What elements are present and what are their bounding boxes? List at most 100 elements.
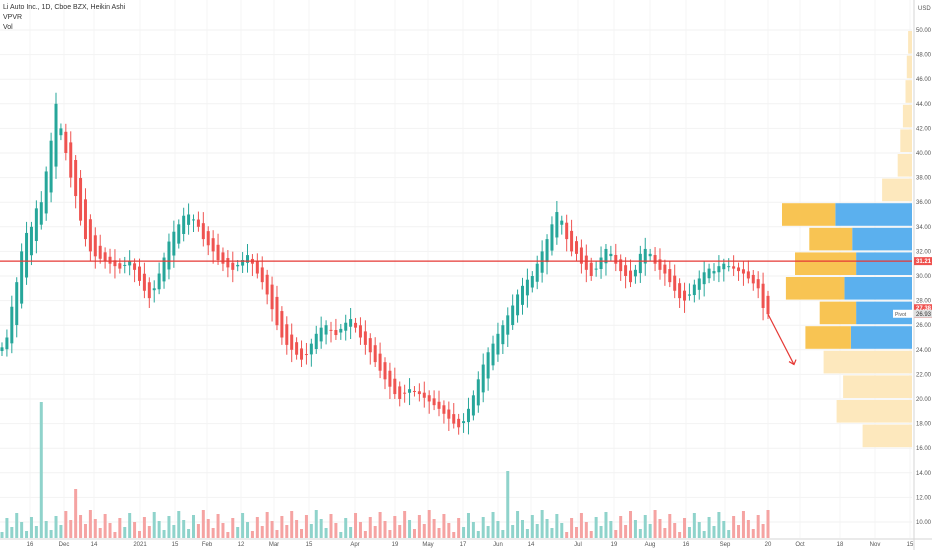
volume-bar [255,517,259,538]
candle-body [687,294,691,296]
candle-body [329,329,333,331]
candle-body [683,290,687,301]
volume-bar [471,522,475,538]
candle-body [663,264,667,274]
symbol-title[interactable]: Li Auto Inc., 1D, Cboe BZX, Heikin Ashi [3,4,126,11]
volume-bar [417,515,421,538]
candle-body [314,333,318,350]
indicator-vpvr[interactable]: VPVR [3,14,23,21]
candle-body [732,266,736,269]
candle-body [491,343,495,366]
candle-body [177,224,181,244]
time-tick-label: Dec [59,542,70,548]
time-tick-label: Oct [795,542,805,548]
volume-bar [324,528,328,538]
candles [0,92,770,435]
volume-bar [727,530,731,538]
candle-body [64,131,68,153]
volume-bar [737,525,741,538]
price-tag [914,257,932,266]
candle-body [496,333,500,355]
price-axis[interactable]: USD 50.00 48.00 46.00 44.00 42.00 40.00 38.00 36… [893,0,932,550]
time-tick-label: Apr [350,542,359,548]
time-tick-label: Jul [574,542,582,548]
time-tick-label: 16 [27,542,34,548]
time-tick-label: Jun [493,542,503,548]
price-tick-label: 38.00 [916,176,932,182]
volume-bar [545,519,549,538]
time-tick-label: 2021 [133,542,147,548]
indicator-vol[interactable]: Vol [3,24,13,31]
candle-body [339,328,343,333]
profile-down-bar [805,326,851,349]
candle-body [226,258,230,268]
volume-bar [476,531,480,538]
candle-body [0,347,4,352]
volume-bars [0,402,770,538]
candle-body [378,353,382,371]
volume-bar [624,525,628,538]
candle-body [354,322,358,328]
volume-bar [69,520,73,538]
volume-bar [427,510,431,538]
candle-body [123,264,127,266]
volume-bar [383,521,387,538]
candle-body [643,248,647,264]
volume-bar [638,529,642,538]
candle-body [633,269,637,277]
volume-bar [157,521,161,538]
volume-bar [648,524,652,538]
profile-down-bar [809,227,853,251]
candle-body [157,273,161,290]
volume-bar [457,518,461,538]
time-tick-label: 19 [392,542,399,548]
projection-arrow [767,313,795,365]
volume-bar [761,524,765,538]
volume-bar [722,521,726,538]
candle-body [142,273,146,291]
profile-down-bar [882,178,912,202]
profile-down-bar [902,104,912,128]
volume-bar [196,524,200,538]
volume-bar [93,519,97,538]
candle-body [373,345,377,363]
candle-body [511,305,515,326]
candle-body [550,224,554,251]
volume-bar [692,513,696,538]
time-tick-label: 18 [837,542,844,548]
candle-body [486,352,490,379]
pivot-tag [893,309,913,318]
candle-body [575,241,578,254]
volume-bar [570,518,574,538]
candle-body [452,414,456,424]
time-tick-label: 14 [91,542,98,548]
volume-bar [412,529,416,538]
time-axis[interactable]: 16 Dec 14 2021 15 Feb 12 Mar 15 Apr 19 May 17 Jun 14 Ju… [0,538,932,548]
candle-body [10,306,14,344]
candle-body [255,261,259,274]
volume-bar [113,532,117,538]
volume-bar [491,512,495,538]
candle-body [275,296,279,326]
candle-body [108,256,112,264]
candle-body [668,269,672,283]
candle-body [673,275,677,291]
candle-body [717,266,721,273]
profile-down-bar [819,301,857,325]
volume-bar [221,523,225,538]
candle-body [44,171,48,214]
volume-bar [756,515,760,538]
volume-bar [172,525,176,538]
candle-body [457,418,461,428]
candle-body [692,284,696,296]
time-tick-label: Sep [720,542,731,548]
grid-lines [0,0,912,538]
volume-bar [363,531,367,538]
candle-body [422,392,426,398]
volume-bar [79,515,83,538]
candle-body [280,311,284,338]
volume-bar [511,525,515,538]
candle-body [462,421,466,424]
price-tick-label: 12.00 [916,495,932,501]
